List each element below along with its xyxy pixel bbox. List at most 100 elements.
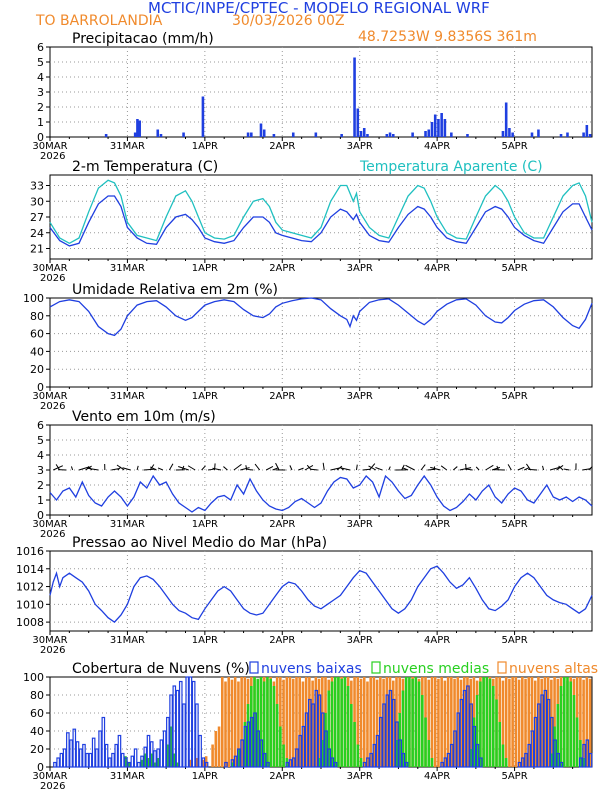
nuvens-altas-bar [588,678,592,767]
nuvens-baixas-bar [475,743,480,768]
nuvens-altas-bar [295,677,298,767]
nuvens-baixas-bar [201,757,206,768]
nuvens-baixas-bar [253,712,257,768]
nuvens-altas-bar [504,677,508,767]
series-line [49,474,593,513]
nuvens-altas-bar [527,677,531,767]
nuvens-altas-bar [511,677,514,767]
nuvens-baixas-bar [188,676,193,768]
wind-arrow [368,465,377,471]
y-tick-label: 5 [37,434,44,447]
y-tick-label: 0 [37,761,44,774]
Precipitacao-bar [385,134,389,137]
nuvens-altas-bar [301,681,305,767]
x-tick-label: 31MAR [110,519,145,530]
y-tick-label: 3 [37,464,44,477]
nuvens-baixas-bar [259,739,264,768]
nuvens-altas-bar [391,680,395,767]
nuvens-baixas-bar [295,748,299,768]
y-tick-label: 40 [30,345,44,358]
wind-arrow [233,464,242,471]
x-tick-label: 3APR [347,771,373,782]
nuvens-medias-bar [562,677,566,767]
x-tick-label: 30MAR [32,391,67,402]
nuvens-baixas-bar [101,716,106,768]
panel-6 [46,676,593,771]
y-tick-label: 20 [30,743,44,756]
nuvens-baixas-bar [311,703,315,768]
wind-arrow [485,464,494,471]
wind-arrow [336,465,343,471]
nuvens-altas-bar [543,677,547,767]
wind-arrow [223,466,228,471]
nuvens-baixas-bar [117,734,122,768]
x-tick-label: 31MAR [110,635,145,646]
wind-arrow [430,466,441,471]
Precipitacao-bar [104,134,108,137]
nuvens-baixas-bar [262,752,267,768]
nuvens-medias-bar [404,677,408,767]
nuvens-baixas-bar [137,761,141,768]
nuvens-baixas-bar [249,716,254,768]
nuvens-baixas-bar [56,757,60,768]
nuvens-altas-bar [550,679,553,767]
Precipitacao-bar [133,132,137,137]
nuvens-medias-bar [353,722,356,767]
nuvens-baixas-bar [149,741,154,768]
coords-label: 48.7253W 9.8356S 361m [358,29,537,45]
x-tick-label: 4APR [424,519,450,530]
nuvens-altas-bar [546,677,550,767]
wind-arrow [322,462,325,471]
panel-4 [46,424,593,519]
Precipitacao-bar [433,114,437,137]
x-tick-label: 3APR [347,391,373,402]
y-tick-label: 0 [37,509,44,522]
nuvens-medias-bar [582,758,585,767]
nuvens-baixas-bar [146,734,151,768]
y-tick-label: 2 [37,101,44,114]
wind-arrow [375,467,383,471]
nuvens-altas-bar [466,677,469,767]
Precipitacao-bar [246,132,250,137]
nuvens-medias-bar [324,713,327,767]
nuvens-altas-bar [521,677,524,767]
nuvens-altas-bar [437,678,440,767]
nuvens-baixas-bar [449,743,454,768]
nuvens-baixas-bar [472,725,477,768]
nuvens-altas-bar [579,677,582,767]
nuvens-baixas-bar [75,741,80,768]
Precipitacao-bar [411,132,414,137]
nuvens-altas-bar [359,678,363,767]
Precipitacao-bar [353,57,356,137]
nuvens-baixas-bar [130,755,135,768]
x-tick-label: 31MAR [110,263,145,274]
nuvens-baixas-bar [82,743,86,768]
wind-arrow [306,464,312,471]
nuvens-altas-bar [220,677,224,767]
nuvens-medias-bar [272,686,276,767]
Precipitacao-bar [450,132,453,137]
nuvens-medias-bar [343,677,347,767]
y-tick-label: 1008 [16,616,44,629]
nuvens-baixas-bar [230,759,235,768]
x-tick-label: 1APR [192,771,218,782]
x-tick-label: 5APR [501,771,527,782]
nuvens-baixas-bar [72,728,77,768]
x-tick-label: 5APR [501,263,527,274]
Precipitacao-bar [359,131,363,137]
nuvens-medias-bar [572,695,576,767]
x-tick-label: 4APR [424,391,450,402]
nuvens-baixas-bar [401,752,406,768]
nuvens-baixas-bar [320,712,325,768]
nuvens-baixas-bar [453,730,457,768]
nuvens-baixas-bar [540,694,544,768]
Precipitacao-bar [511,132,514,137]
nuvens-altas-bar [537,677,540,767]
nuvens-baixas-bar [243,725,248,768]
nuvens-baixas-bar [133,748,138,768]
Precipitacao-bar [437,119,440,137]
nuvens-baixas-bar [185,676,190,768]
legend-swatch [371,661,381,674]
nuvens-medias-bar [259,677,263,767]
